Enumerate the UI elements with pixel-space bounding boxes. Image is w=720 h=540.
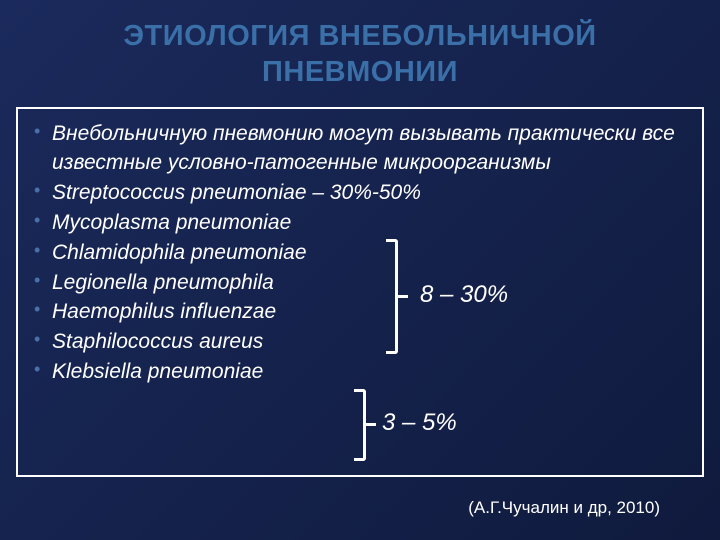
list-item: Staphilococcus aureus	[30, 327, 690, 357]
bullet-list: Внебольничную пневмонию могут вызывать п…	[30, 119, 690, 387]
slide-title: ЭТИОЛОГИЯ ВНЕБОЛЬНИЧНОЙ ПНЕВМОНИИ	[0, 0, 720, 101]
list-item: Klebsiella pneumoniae	[30, 357, 690, 387]
list-item: Legionella pneumophila	[30, 268, 690, 298]
list-item: Mycoplasma pneumoniae	[30, 208, 690, 238]
citation: (А.Г.Чучалин и др, 2010)	[468, 498, 660, 518]
bracket-group-1	[386, 239, 398, 354]
content-box: Внебольничную пневмонию могут вызывать п…	[16, 107, 704, 477]
list-item: Chlamidophila pneumoniae	[30, 238, 690, 268]
bracket-nub-1	[398, 295, 408, 298]
list-item: Haemophilus influenzae	[30, 297, 690, 327]
percent-label-2: 3 – 5%	[382, 409, 457, 437]
bracket-group-2	[354, 389, 366, 461]
list-item: Streptococcus pneumoniae – 30%-50%	[30, 178, 690, 208]
bracket-nub-2	[366, 423, 376, 426]
list-item: Внебольничную пневмонию могут вызывать п…	[30, 119, 690, 179]
percent-label-1: 8 – 30%	[420, 281, 508, 309]
